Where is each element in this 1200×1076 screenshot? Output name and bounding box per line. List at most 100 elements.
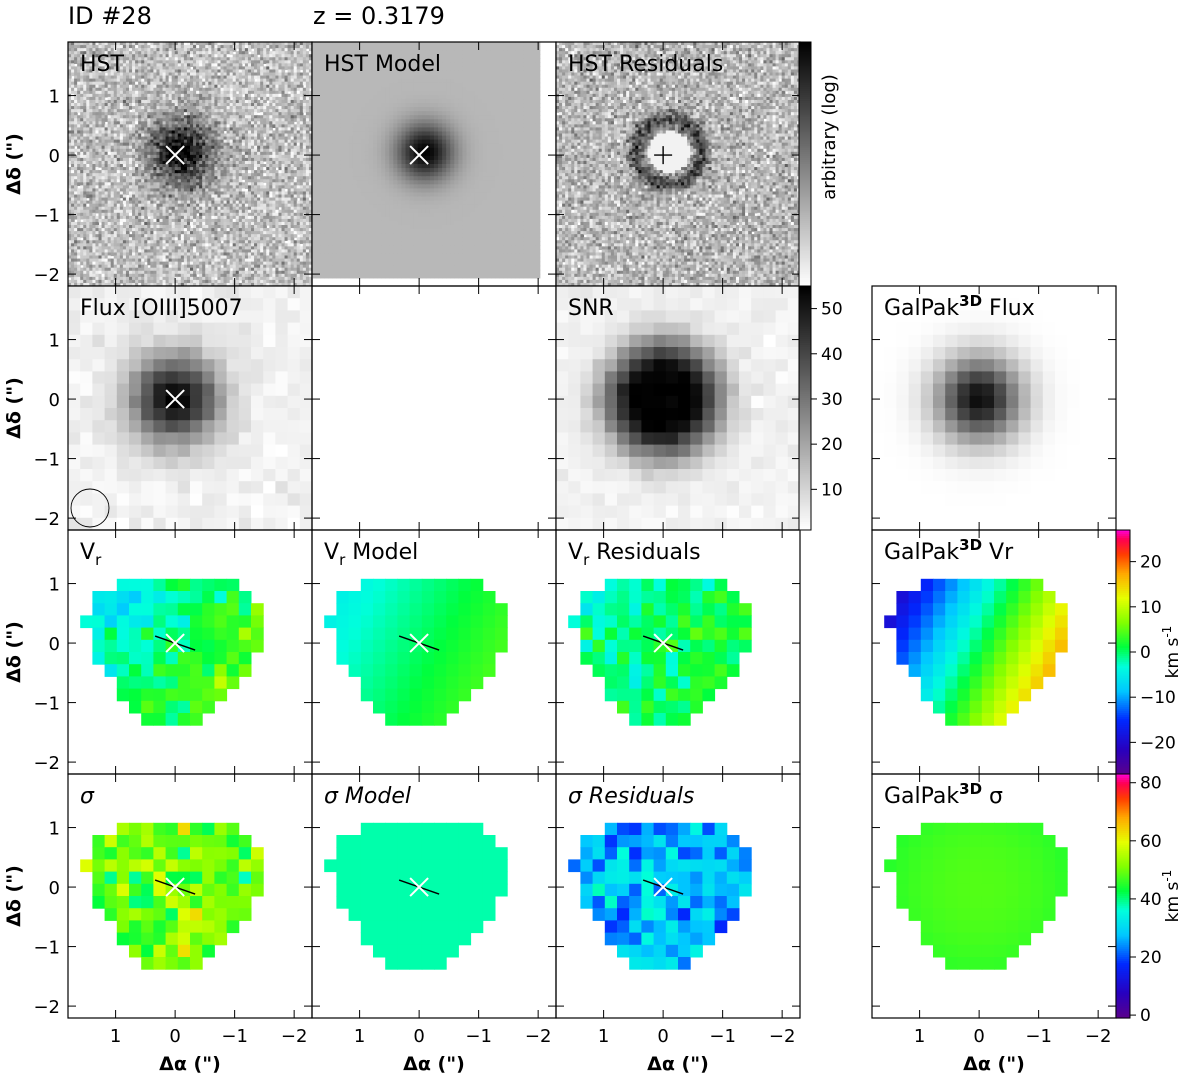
colorbar-step (1116, 1001, 1130, 1005)
sig-center-marker (165, 877, 185, 897)
colorbar-tick-label: −10 (1140, 688, 1176, 708)
colorbar-step (799, 436, 811, 440)
colorbar-step (1116, 696, 1130, 700)
colorbar-step (799, 229, 811, 232)
colorbar-step (1116, 643, 1130, 647)
colorbar-step (799, 412, 811, 415)
hst_model-image (312, 42, 541, 279)
colorbar-step (1116, 967, 1130, 970)
colorbar-step (799, 418, 811, 421)
vr_model-ticks (312, 530, 556, 774)
x-tick-label: 0 (657, 1026, 668, 1047)
colorbar-step (799, 111, 811, 114)
colorbar-step (799, 176, 811, 179)
colorbar-step (1116, 591, 1130, 594)
panel-hst: HST −2 −1 0 1 Δδ (") (3, 41, 313, 287)
colorbar-step (1116, 867, 1130, 871)
colorbar-step (1116, 922, 1130, 926)
colorbar-step (1116, 830, 1130, 834)
colorbar-step (1116, 578, 1130, 582)
colorbar-step (799, 515, 811, 519)
colorbar-label: km s-1 (1160, 626, 1183, 679)
colorbar-step (1116, 784, 1130, 787)
hst-center-marker (165, 145, 185, 165)
colorbar-step (1116, 875, 1130, 879)
colorbar-step (799, 387, 811, 391)
colorbar-step (1116, 824, 1130, 828)
colorbar-step (1116, 761, 1130, 765)
colorbar-step (1116, 839, 1130, 842)
panel-snr: SNR (555, 285, 801, 531)
colorbar-step (1116, 747, 1130, 751)
colorbar-step (799, 220, 811, 224)
colorbar-step (1116, 942, 1130, 946)
colorbar-step (799, 310, 811, 314)
colorbar-step (1116, 832, 1130, 836)
colorbar-step (799, 442, 811, 446)
sig-label: σ (80, 784, 95, 809)
colorbar-step (1116, 1009, 1130, 1013)
colorbar-step (799, 277, 811, 281)
colorbar-step (1116, 755, 1130, 759)
colorbar-step (1116, 971, 1130, 974)
colorbar-step (799, 269, 811, 273)
hst-image (68, 42, 312, 286)
colorbar-tick-label: 0 (1140, 1006, 1151, 1026)
colorbar-step (799, 452, 811, 456)
colorbar-step (1116, 749, 1130, 753)
colorbar-step (1116, 621, 1130, 625)
colorbar-step (1116, 877, 1130, 881)
colorbar-step (1116, 619, 1130, 623)
colorbar-step (799, 161, 811, 165)
colorbar-step (799, 263, 811, 267)
colorbar-step (1116, 723, 1130, 726)
colorbar-step (799, 275, 811, 279)
colorbar-step (1116, 680, 1130, 684)
colorbar-step (799, 462, 811, 466)
sig_resid-center-marker (653, 877, 673, 897)
colorbar-step (799, 365, 811, 368)
colorbar-step (799, 117, 811, 120)
colorbar-step (1116, 678, 1130, 682)
colorbar-step (799, 82, 811, 86)
empty-ticks (312, 286, 556, 530)
colorbar-tick-label: 20 (821, 435, 843, 455)
colorbar-step (799, 168, 811, 171)
snr-image (556, 286, 800, 530)
colorbar-step (799, 259, 811, 263)
colorbar-step (799, 286, 811, 289)
colorbar-step (799, 290, 811, 293)
colorbar-step (1116, 576, 1130, 580)
hst_model-center-marker (409, 145, 429, 165)
colorbar-step (799, 410, 811, 413)
colorbar-step (799, 164, 811, 167)
colorbar-step (799, 157, 811, 161)
colorbar-step (1116, 698, 1130, 702)
colorbar-step (1116, 654, 1130, 657)
colorbar-step (1116, 745, 1130, 749)
colorbar-step (1116, 721, 1130, 724)
hst_resid-ticks (556, 42, 800, 286)
colorbar-step (799, 129, 811, 133)
colorbar-step (799, 344, 811, 348)
x-tick-label: 0 (973, 1026, 984, 1047)
colorbar-step (1116, 959, 1130, 962)
colorbar-step (1116, 765, 1130, 769)
colorbar-step (1116, 560, 1130, 564)
colorbar-step (1116, 865, 1130, 869)
colorbar-step (799, 334, 811, 338)
colorbar-step (799, 383, 811, 387)
x-axis-label: Δα (") (963, 1053, 1025, 1075)
panel-hst_resid: HST Residuals (555, 41, 801, 287)
colorbar-step (799, 322, 811, 326)
x-tick-label: −1 (1025, 1026, 1052, 1047)
colorbar-step (799, 300, 811, 303)
colorbar-step (1116, 546, 1130, 549)
colorbar-step (799, 428, 811, 431)
colorbar-step (799, 105, 811, 108)
colorbar-step (799, 141, 811, 145)
colorbar-step (1116, 845, 1130, 848)
colorbar-step (799, 212, 811, 216)
sig-ticks (68, 774, 312, 1018)
colorbar-step (799, 109, 811, 112)
